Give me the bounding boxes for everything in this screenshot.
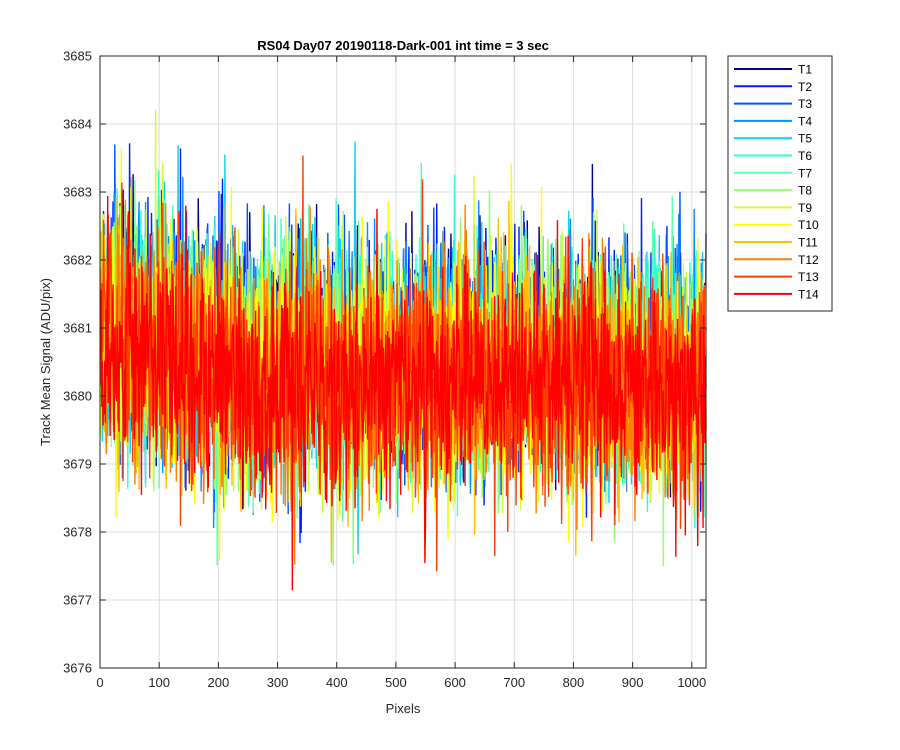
legend: T1 T2 T3 T4 T5 T6 T7 T8 T9 T10 T11 T12 T13 T14 xyxy=(727,55,833,312)
data-series xyxy=(99,109,707,591)
x-tick-label: 200 xyxy=(208,675,230,690)
legend-label-t5: T5 xyxy=(798,132,812,146)
chart-title: RS04 Day07 20190118-Dark-001 int time = … xyxy=(257,38,549,53)
series-line-t14 xyxy=(99,196,707,591)
y-tick-label: 3680 xyxy=(63,389,92,404)
x-axis-label: Pixels xyxy=(386,701,421,716)
legend-label-t14: T14 xyxy=(798,287,819,301)
legend-label-t6: T6 xyxy=(798,149,812,163)
y-tick-label: 3679 xyxy=(63,457,92,472)
legend-label-t1: T1 xyxy=(798,63,812,77)
x-tick-label: 500 xyxy=(385,675,407,690)
plot-frame xyxy=(99,55,707,669)
x-tick-label: 300 xyxy=(267,675,289,690)
legend-label-t10: T10 xyxy=(798,218,819,232)
x-tick-label: 800 xyxy=(563,675,585,690)
y-tick-label: 3676 xyxy=(63,661,92,676)
legend-label-t2: T2 xyxy=(798,80,812,94)
legend-label-t12: T12 xyxy=(798,253,819,267)
legend-label-t11: T11 xyxy=(798,236,818,250)
legend-label-t8: T8 xyxy=(798,184,812,198)
legend-label-t4: T4 xyxy=(798,114,812,128)
y-tick-label: 3685 xyxy=(63,49,92,64)
x-tick-label: 700 xyxy=(503,675,525,690)
x-tick-label: 400 xyxy=(326,675,348,690)
y-tick-label: 3681 xyxy=(63,321,92,336)
x-tick-label: 900 xyxy=(622,675,644,690)
x-tick-label: 100 xyxy=(148,675,170,690)
y-tick-label: 3682 xyxy=(63,253,92,268)
legend-label-t9: T9 xyxy=(798,201,812,215)
x-tick-label: 0 xyxy=(96,675,103,690)
y-tick-label: 3677 xyxy=(63,593,92,608)
legend-box xyxy=(727,55,833,312)
legend-label-t7: T7 xyxy=(798,166,812,180)
y-tick-label: 3683 xyxy=(63,185,92,200)
y-tick-label: 3684 xyxy=(63,117,92,132)
y-tick-label: 3678 xyxy=(63,525,92,540)
legend-label-t3: T3 xyxy=(798,97,812,111)
x-tick-label: 600 xyxy=(444,675,466,690)
y-axis-ticks: 3676 3677 3678 3679 3680 3681 3682 3683 3684 3685 xyxy=(63,49,706,676)
y-axis-label: Track Mean Signal (ADU/pix) xyxy=(38,278,53,446)
legend-label-t13: T13 xyxy=(798,270,819,284)
x-tick-label: 1000 xyxy=(677,675,706,690)
x-axis-ticks: 0 100 200 300 400 500 600 700 800 900 1000 xyxy=(96,56,706,690)
